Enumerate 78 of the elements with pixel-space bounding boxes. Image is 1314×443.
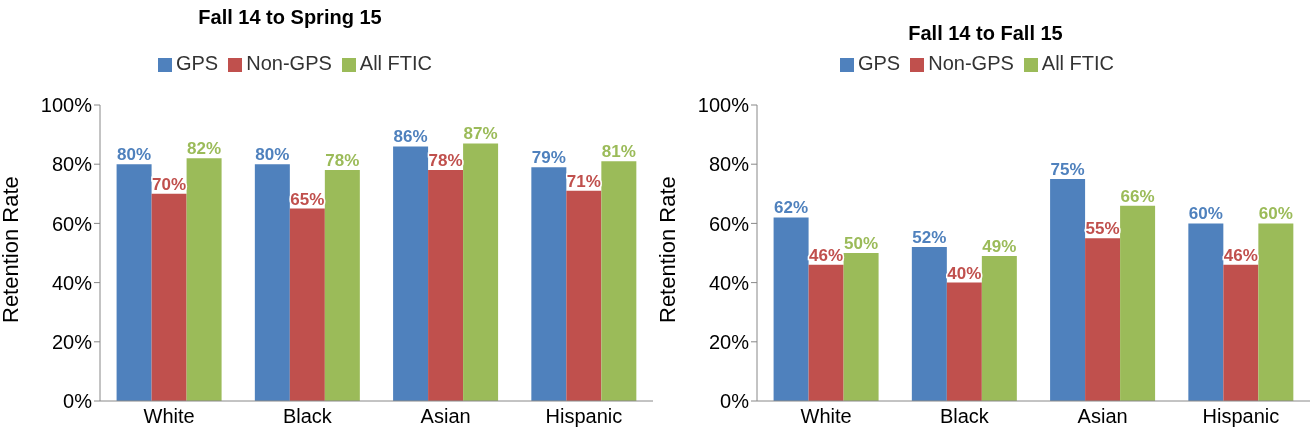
data-label: 78% [325,151,360,171]
bar [463,143,499,401]
y-tick-label: 40% [51,271,93,294]
bar [531,167,567,401]
data-label: 81% [601,142,636,162]
data-label: 60% [1258,204,1293,224]
bar [186,158,222,401]
bar [1085,238,1121,401]
data-label: 78% [428,151,463,171]
data-label: 79% [531,148,566,168]
data-label: 80% [117,145,152,165]
bar [151,193,187,401]
legend-label: GPS [857,52,901,74]
bar [601,161,637,401]
data-label: 55% [1085,219,1120,239]
y-tick-label: 60% [708,212,750,235]
y-tick-label: 60% [51,212,93,235]
data-label: 87% [463,124,498,144]
y-tick-label: 80% [708,153,750,176]
data-label: 80% [255,145,290,165]
data-label: 46% [809,245,844,265]
bar [1120,205,1156,401]
x-tick-label: White [800,405,852,428]
bar [289,208,325,401]
data-label: 70% [152,174,187,194]
bar [428,170,464,401]
x-tick-label: White [143,405,195,428]
data-label: 60% [1188,204,1223,224]
bar [566,190,602,401]
bar [808,264,844,401]
chart-title: Fall 14 to Fall 15 [907,22,1064,45]
data-label: 62% [774,198,809,218]
legend-label: All FTIC [1041,52,1115,74]
x-tick-label: Black [282,405,333,428]
y-tick-label: 100% [697,94,750,117]
data-label: 49% [982,236,1017,256]
x-tick-label: Hispanic [1202,405,1280,428]
data-label: 46% [1223,245,1258,265]
bar [393,146,429,401]
bar [843,253,879,401]
y-tick-label: 0% [63,390,93,413]
data-label: 65% [290,189,325,209]
data-label: 82% [187,139,222,159]
data-label: 66% [1120,186,1155,206]
y-axis-title: Retention Rate [0,176,23,323]
bar [1188,223,1224,401]
y-tick-label: 40% [708,271,750,294]
legend-label: Non-GPS [246,52,332,74]
x-tick-label: Black [939,405,990,428]
bar [324,170,360,401]
bar [254,164,290,401]
x-tick-label: Hispanic [545,405,623,428]
legend-label: Non-GPS [928,52,1014,74]
data-label: 75% [1050,160,1085,179]
y-tick-label: 20% [51,330,93,353]
y-tick-label: 80% [51,153,93,176]
bar [911,247,947,401]
bar [1223,264,1259,401]
x-tick-label: Asian [1077,405,1128,428]
bar [946,282,982,401]
y-tick-label: 0% [720,390,750,413]
bar [773,217,809,401]
bar [1050,179,1086,401]
legend-label: GPS [175,52,219,74]
data-label: 40% [947,263,982,283]
y-tick-label: 100% [40,94,93,117]
legend-label: All FTIC [359,52,433,74]
bar [981,255,1017,401]
chart-title: Fall 14 to Spring 15 [197,6,383,29]
y-tick-label: 20% [708,330,750,353]
data-label: 86% [393,127,428,147]
bar [116,164,152,401]
y-axis-title: Retention Rate [654,176,680,323]
bar [1258,223,1294,401]
data-label: 50% [844,234,879,253]
data-label: 52% [912,228,947,248]
data-label: 71% [566,171,601,191]
x-tick-label: Asian [420,405,471,428]
